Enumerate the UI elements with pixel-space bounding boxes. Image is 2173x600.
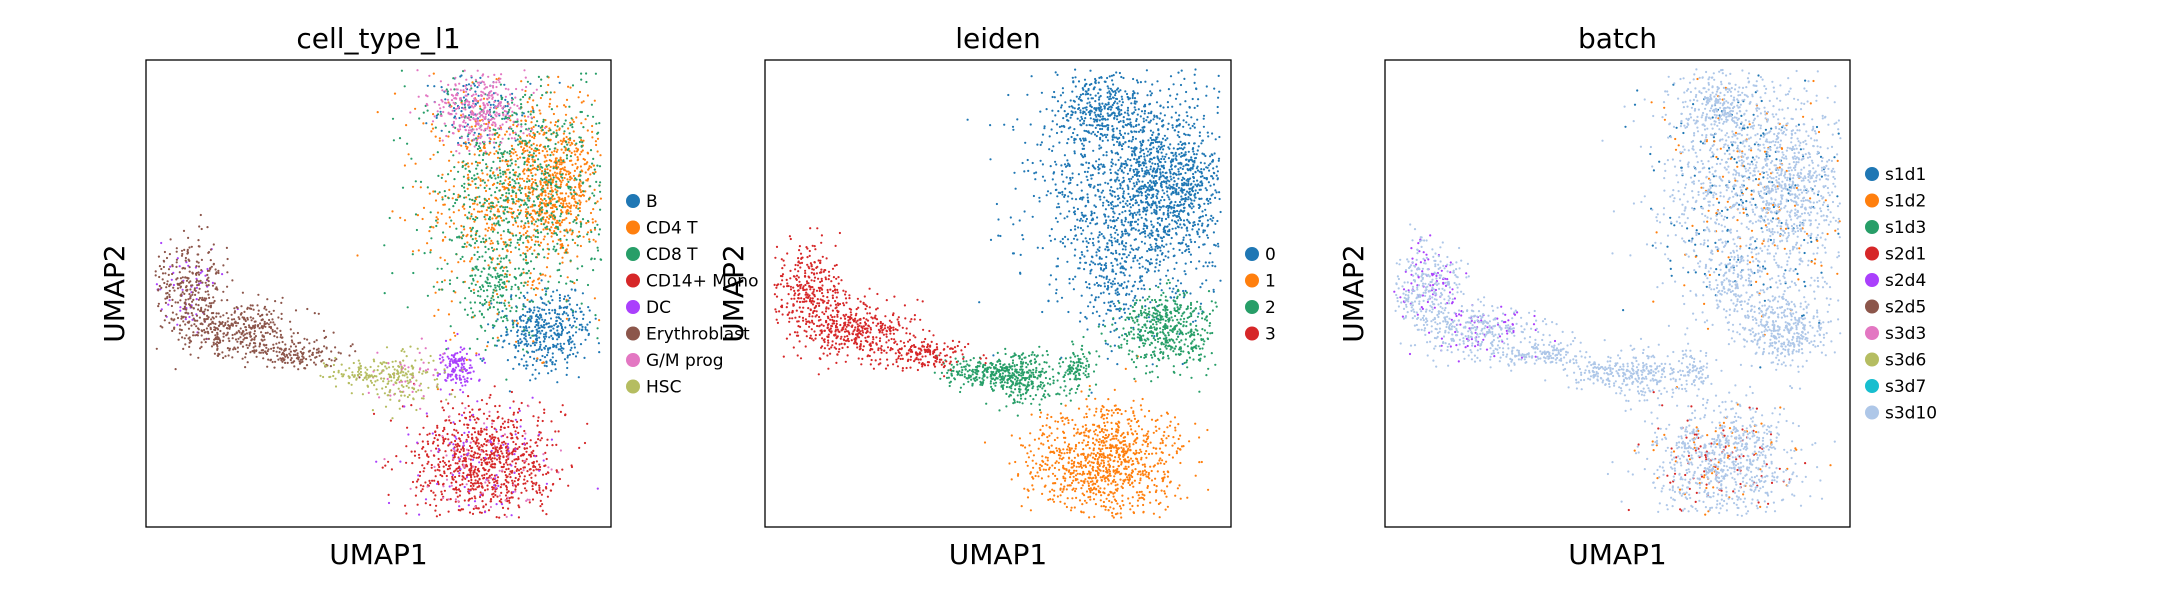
- legend-item: s2d1: [1865, 245, 1926, 265]
- legend-marker: [1245, 273, 1259, 288]
- series-DC: [155, 241, 599, 517]
- legend-item: s3d3: [1865, 324, 1926, 344]
- legend-label: CD4 T: [646, 219, 698, 239]
- umap-panel-cell-type-l1: cell_type_l1 UMAP1 UMAP2 B CD4 T CD8 T CD14+ M…: [98, 22, 758, 571]
- y-axis-label: UMAP2: [98, 244, 131, 343]
- legend: B CD4 T CD8 T CD14+ Mono DC Erythroblast G/M p…: [626, 192, 758, 398]
- legend-label: s2d5: [1885, 298, 1926, 318]
- panel-title: cell_type_l1: [296, 22, 460, 55]
- legend-item: B: [626, 192, 658, 212]
- legend-marker: [1865, 220, 1879, 234]
- legend-label: s3d7: [1885, 377, 1926, 397]
- legend-marker: [1865, 167, 1879, 181]
- series-G-M-prog: [367, 69, 563, 519]
- legend-item: CD4 T: [626, 219, 698, 239]
- legend-label: s3d6: [1885, 351, 1926, 371]
- legend-label: DC: [646, 298, 671, 318]
- legend: 0 1 2 3: [1245, 245, 1276, 345]
- legend-item: HSC: [626, 378, 681, 398]
- legend-marker: [1245, 326, 1259, 341]
- legend-marker: [626, 300, 640, 314]
- y-axis-label: UMAP2: [1337, 244, 1370, 343]
- legend-item: s1d2: [1865, 192, 1926, 212]
- legend-marker: [1865, 352, 1879, 367]
- legend-marker: [626, 326, 640, 341]
- x-axis-label: UMAP1: [949, 538, 1048, 571]
- legend-marker: [1865, 379, 1879, 393]
- legend-label: s2d4: [1885, 271, 1926, 291]
- legend-marker: [1865, 405, 1879, 420]
- legend-marker: [1245, 247, 1259, 261]
- series-s2d1: [1627, 391, 1807, 512]
- legend-label: 0: [1265, 245, 1276, 265]
- legend-item: s2d5: [1865, 298, 1926, 318]
- legend-label: s1d1: [1885, 165, 1926, 185]
- legend-label: s3d3: [1885, 324, 1926, 344]
- legend-label: s2d1: [1885, 245, 1926, 265]
- series-CD14-Mono: [372, 382, 589, 519]
- series-3: [773, 227, 988, 378]
- panel-title: leiden: [955, 22, 1041, 55]
- legend-item: 3: [1245, 325, 1276, 345]
- series-B: [425, 74, 601, 393]
- series-s1d1: [1622, 74, 1840, 369]
- legend-marker: [1865, 299, 1879, 314]
- legend-marker: [1865, 246, 1879, 261]
- legend-marker: [1865, 273, 1879, 287]
- umap-panel-batch: batchUMAP1UMAP2s1d1s1d2s1d3s2d1s2d4s2d5s…: [1337, 22, 1937, 571]
- legend-marker: [626, 247, 640, 261]
- legend-marker: [626, 353, 640, 367]
- legend-item: s3d7: [1865, 377, 1926, 397]
- legend-item: s2d4: [1865, 271, 1926, 291]
- x-axis-label: UMAP1: [329, 538, 428, 571]
- series-Erythroblast: [154, 213, 361, 379]
- umap-panel-leiden: leiden UMAP1 UMAP2 0 1 2 3: [717, 22, 1276, 571]
- series-2: [933, 278, 1218, 417]
- legend-label: HSC: [646, 378, 681, 398]
- legend-label: 1: [1265, 272, 1276, 292]
- axes-frame: [764, 59, 1232, 528]
- legend-item: G/M prog: [626, 351, 724, 371]
- legend-label: CD8 T: [646, 245, 698, 265]
- legend-item: 1: [1245, 272, 1276, 292]
- legend-label: B: [646, 192, 658, 212]
- series-CD8-T: [383, 69, 603, 381]
- y-axis-label: UMAP2: [717, 244, 750, 343]
- legend-marker: [1865, 326, 1879, 340]
- legend-marker: [1865, 193, 1879, 208]
- axes-frame: [1384, 59, 1851, 528]
- legend-item: 0: [1245, 245, 1276, 265]
- axes-frame: [145, 59, 612, 528]
- legend-label: Erythroblast: [646, 325, 750, 345]
- legend-marker: [1245, 300, 1259, 314]
- legend-item: s1d3: [1865, 218, 1926, 238]
- legend-item: CD14+ Mono: [626, 272, 758, 292]
- legend-label: G/M prog: [646, 351, 724, 371]
- panel-title: batch: [1578, 22, 1657, 55]
- legend: s1d1 s1d2 s1d3 s2d1 s2d4 s2d5 s3d3 s3d6 s3d7 s3d1…: [1865, 165, 1937, 424]
- legend-marker: [626, 379, 640, 394]
- legend-label: 2: [1265, 298, 1276, 318]
- legend-item: s3d10: [1865, 404, 1937, 424]
- legend-item: DC: [626, 298, 671, 318]
- legend-marker: [626, 194, 640, 208]
- legend-label: s1d2: [1885, 192, 1926, 212]
- legend-label: s1d3: [1885, 218, 1926, 238]
- legend-marker: [626, 220, 640, 235]
- legend-label: s3d10: [1885, 404, 1937, 424]
- x-axis-label: UMAP1: [1568, 538, 1667, 571]
- legend-item: 2: [1245, 298, 1276, 318]
- legend-item: CD8 T: [626, 245, 698, 265]
- legend-label: 3: [1265, 325, 1276, 345]
- legend-item: s1d1: [1865, 165, 1926, 185]
- legend-item: s3d6: [1865, 351, 1926, 371]
- legend-item: Erythroblast: [626, 325, 750, 345]
- series-HSC: [319, 345, 464, 420]
- series-s3d10: [1394, 68, 1842, 517]
- series-1: [983, 355, 1210, 519]
- series-0: [966, 68, 1222, 394]
- legend-label: CD14+ Mono: [646, 272, 758, 292]
- legend-marker: [626, 273, 640, 288]
